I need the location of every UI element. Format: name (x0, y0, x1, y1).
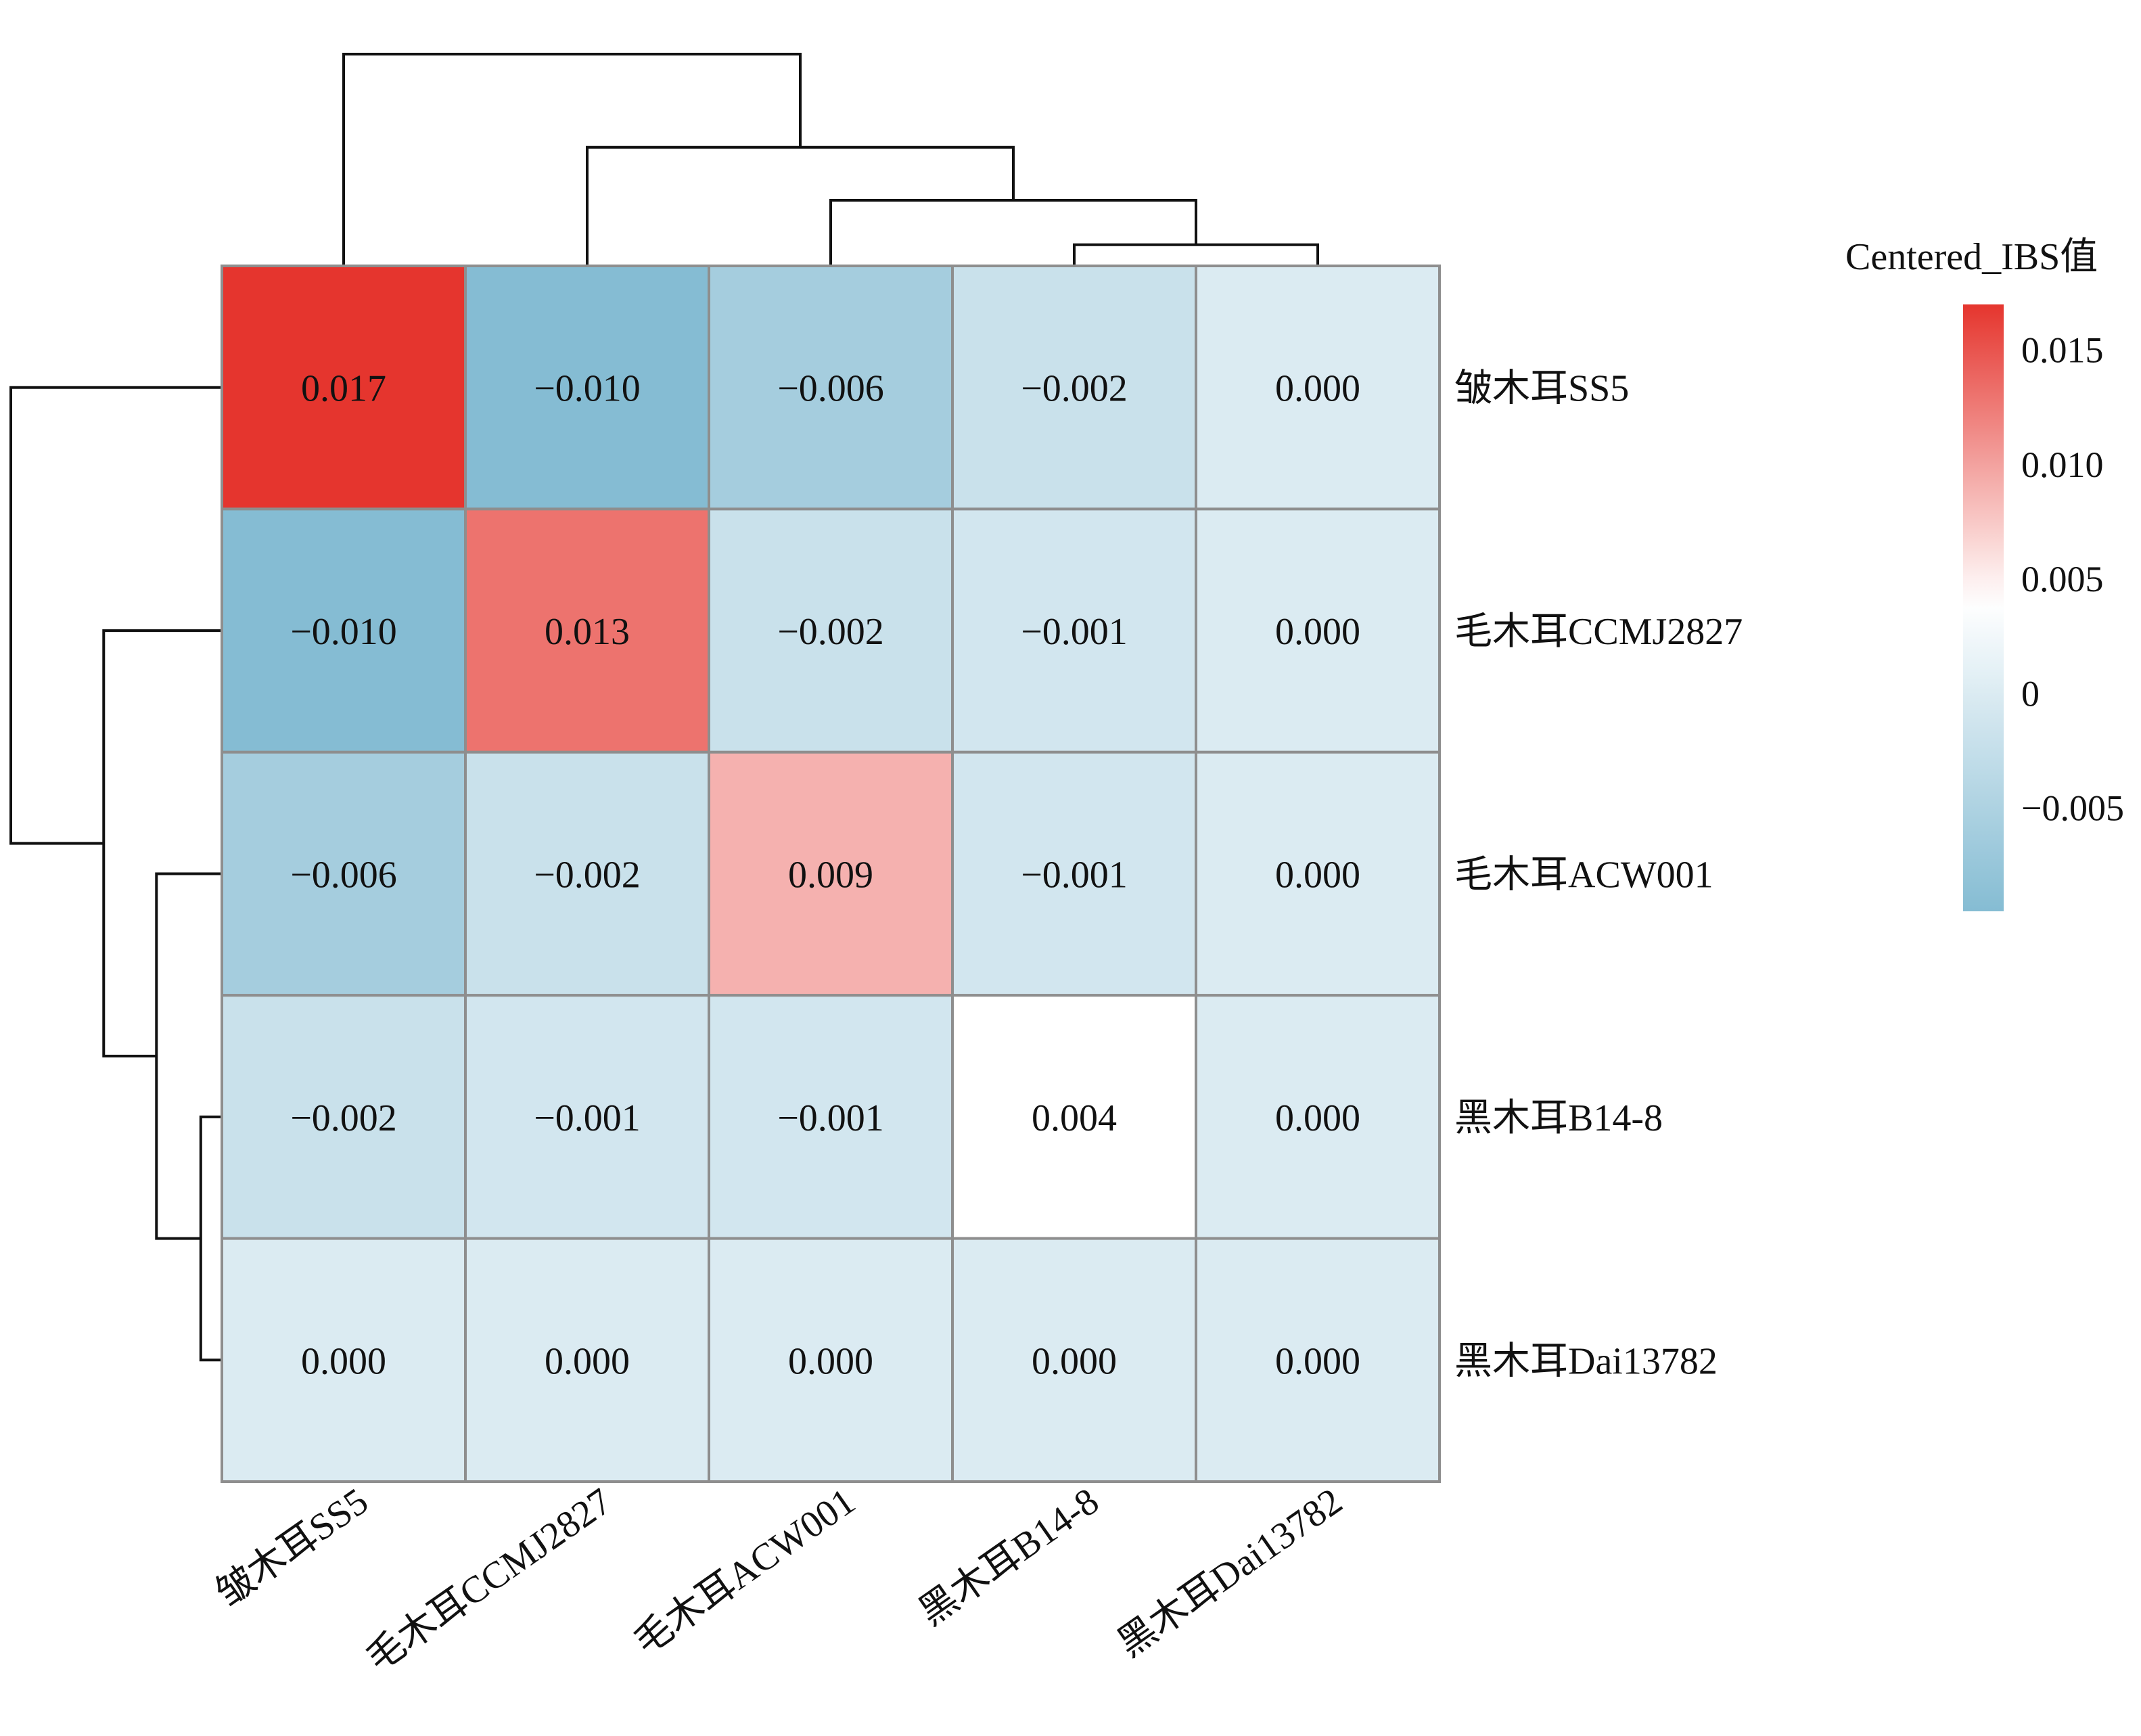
cell-value-label: 0.000 (1032, 1340, 1117, 1382)
cell-value-label: 0.000 (301, 1340, 386, 1382)
row-label: 黑木耳B14-8 (1454, 1097, 1663, 1139)
colorbar-tick-label: −0.005 (2021, 788, 2124, 829)
row-label: 黑木耳Dai13782 (1454, 1340, 1718, 1382)
dendrogram-branch (342, 53, 802, 266)
cell-value-label: −0.001 (1021, 854, 1128, 896)
colorbar-legend: Centered_IBS值 0.015 0.010 0.005 0 −0.005 (1845, 236, 2124, 911)
column-label: 毛木耳ACW001 (626, 1480, 862, 1663)
heatmap-cell (464, 1237, 710, 1483)
dendrogram-branch (155, 872, 222, 1240)
heatmap-cell (464, 265, 710, 511)
colorbar-gradient (1963, 304, 2004, 911)
row-dendrogram (9, 386, 222, 1362)
cell-value-label: −0.010 (290, 611, 397, 653)
dendrogram-branch (829, 198, 1197, 266)
heatmap-cell (1195, 1237, 1441, 1483)
dendrogram-branch (102, 629, 222, 1058)
cell-value-label: 0.009 (788, 854, 873, 896)
dendrogram-branch (9, 386, 222, 845)
heatmap-cell (708, 1237, 954, 1483)
column-dendrogram (342, 53, 1319, 266)
heatmap-cell (708, 994, 954, 1240)
heatmap-cell (464, 994, 710, 1240)
cell-value-label: −0.002 (1021, 368, 1128, 410)
heatmap-cell (221, 994, 467, 1240)
cell-value-label: 0.017 (301, 368, 386, 410)
colorbar-ticks: 0.015 0.010 0.005 0 −0.005 (2021, 330, 2124, 829)
cell-value-label: −0.001 (777, 1097, 884, 1139)
cell-value-label: 0.000 (1275, 854, 1360, 896)
cell-value-label: −0.002 (290, 1097, 397, 1139)
colorbar-title: Centered_IBS值 (1845, 236, 2098, 278)
column-label: 皱木耳SS5 (208, 1480, 375, 1615)
heatmap-cell (1195, 507, 1441, 754)
heatmap-cell (708, 507, 954, 754)
column-label: 黑木耳B14-8 (912, 1480, 1107, 1634)
cell-value-label: 0.004 (1032, 1097, 1117, 1139)
heatmap-cell (951, 994, 1197, 1240)
cell-value-label: 0.013 (545, 611, 630, 653)
cell-value-label: 0.000 (788, 1340, 873, 1382)
heatmap-cell (708, 265, 954, 511)
colorbar-tick-label: 0.010 (2021, 444, 2104, 485)
heatmap-cell (221, 1237, 467, 1483)
colorbar-tick-label: 0.005 (2021, 559, 2104, 599)
heatmap-cell (1195, 994, 1441, 1240)
cell-value-label: −0.002 (534, 854, 641, 896)
heatmap-cell (221, 265, 467, 511)
cell-value-label: 0.000 (1275, 1340, 1360, 1382)
column-label: 毛木耳CCMJ2827 (359, 1480, 620, 1680)
cell-value-label: 0.000 (1275, 1097, 1360, 1139)
heatmap-cell (1195, 750, 1441, 997)
heatmap-cells: 0.017 −0.010 −0.006 −0.002 0.000 −0.010 0.013 −… (221, 265, 1441, 1483)
heatmap-cell (951, 265, 1197, 511)
cell-value-label: −0.001 (534, 1097, 641, 1139)
dendrogram-branch (199, 1115, 222, 1362)
cell-value-label: 0.000 (545, 1340, 630, 1382)
colorbar-tick-label: 0 (2021, 673, 2040, 714)
cell-value-label: 0.000 (1275, 368, 1360, 410)
heatmap-cell (221, 507, 467, 754)
row-labels: 皱木耳SS5 毛木耳CCMJ2827 毛木耳ACW001 黑木耳B14-8 黑木耳Dai… (1454, 368, 1743, 1383)
colorbar-tick-label: 0.015 (2021, 330, 2104, 371)
dendrogram-branch (1073, 243, 1319, 266)
dendrogram-branch (586, 145, 1015, 266)
heatmap-cell (1195, 265, 1441, 511)
row-label: 毛木耳ACW001 (1454, 854, 1713, 896)
heatmap-cell (951, 750, 1197, 997)
cell-value-label: −0.001 (1021, 611, 1128, 653)
cell-value-label: −0.002 (777, 611, 884, 653)
cell-value-label: −0.006 (777, 368, 884, 410)
cell-value-label: −0.006 (290, 854, 397, 896)
heatmap-cell (708, 750, 954, 997)
row-label: 皱木耳SS5 (1454, 368, 1629, 410)
column-label: 黑木耳Dai13782 (1110, 1480, 1350, 1666)
cell-value-label: −0.010 (534, 368, 641, 410)
cell-value-label: 0.000 (1275, 611, 1360, 653)
row-label: 毛木耳CCMJ2827 (1454, 611, 1743, 653)
heatmap-cell (464, 750, 710, 997)
